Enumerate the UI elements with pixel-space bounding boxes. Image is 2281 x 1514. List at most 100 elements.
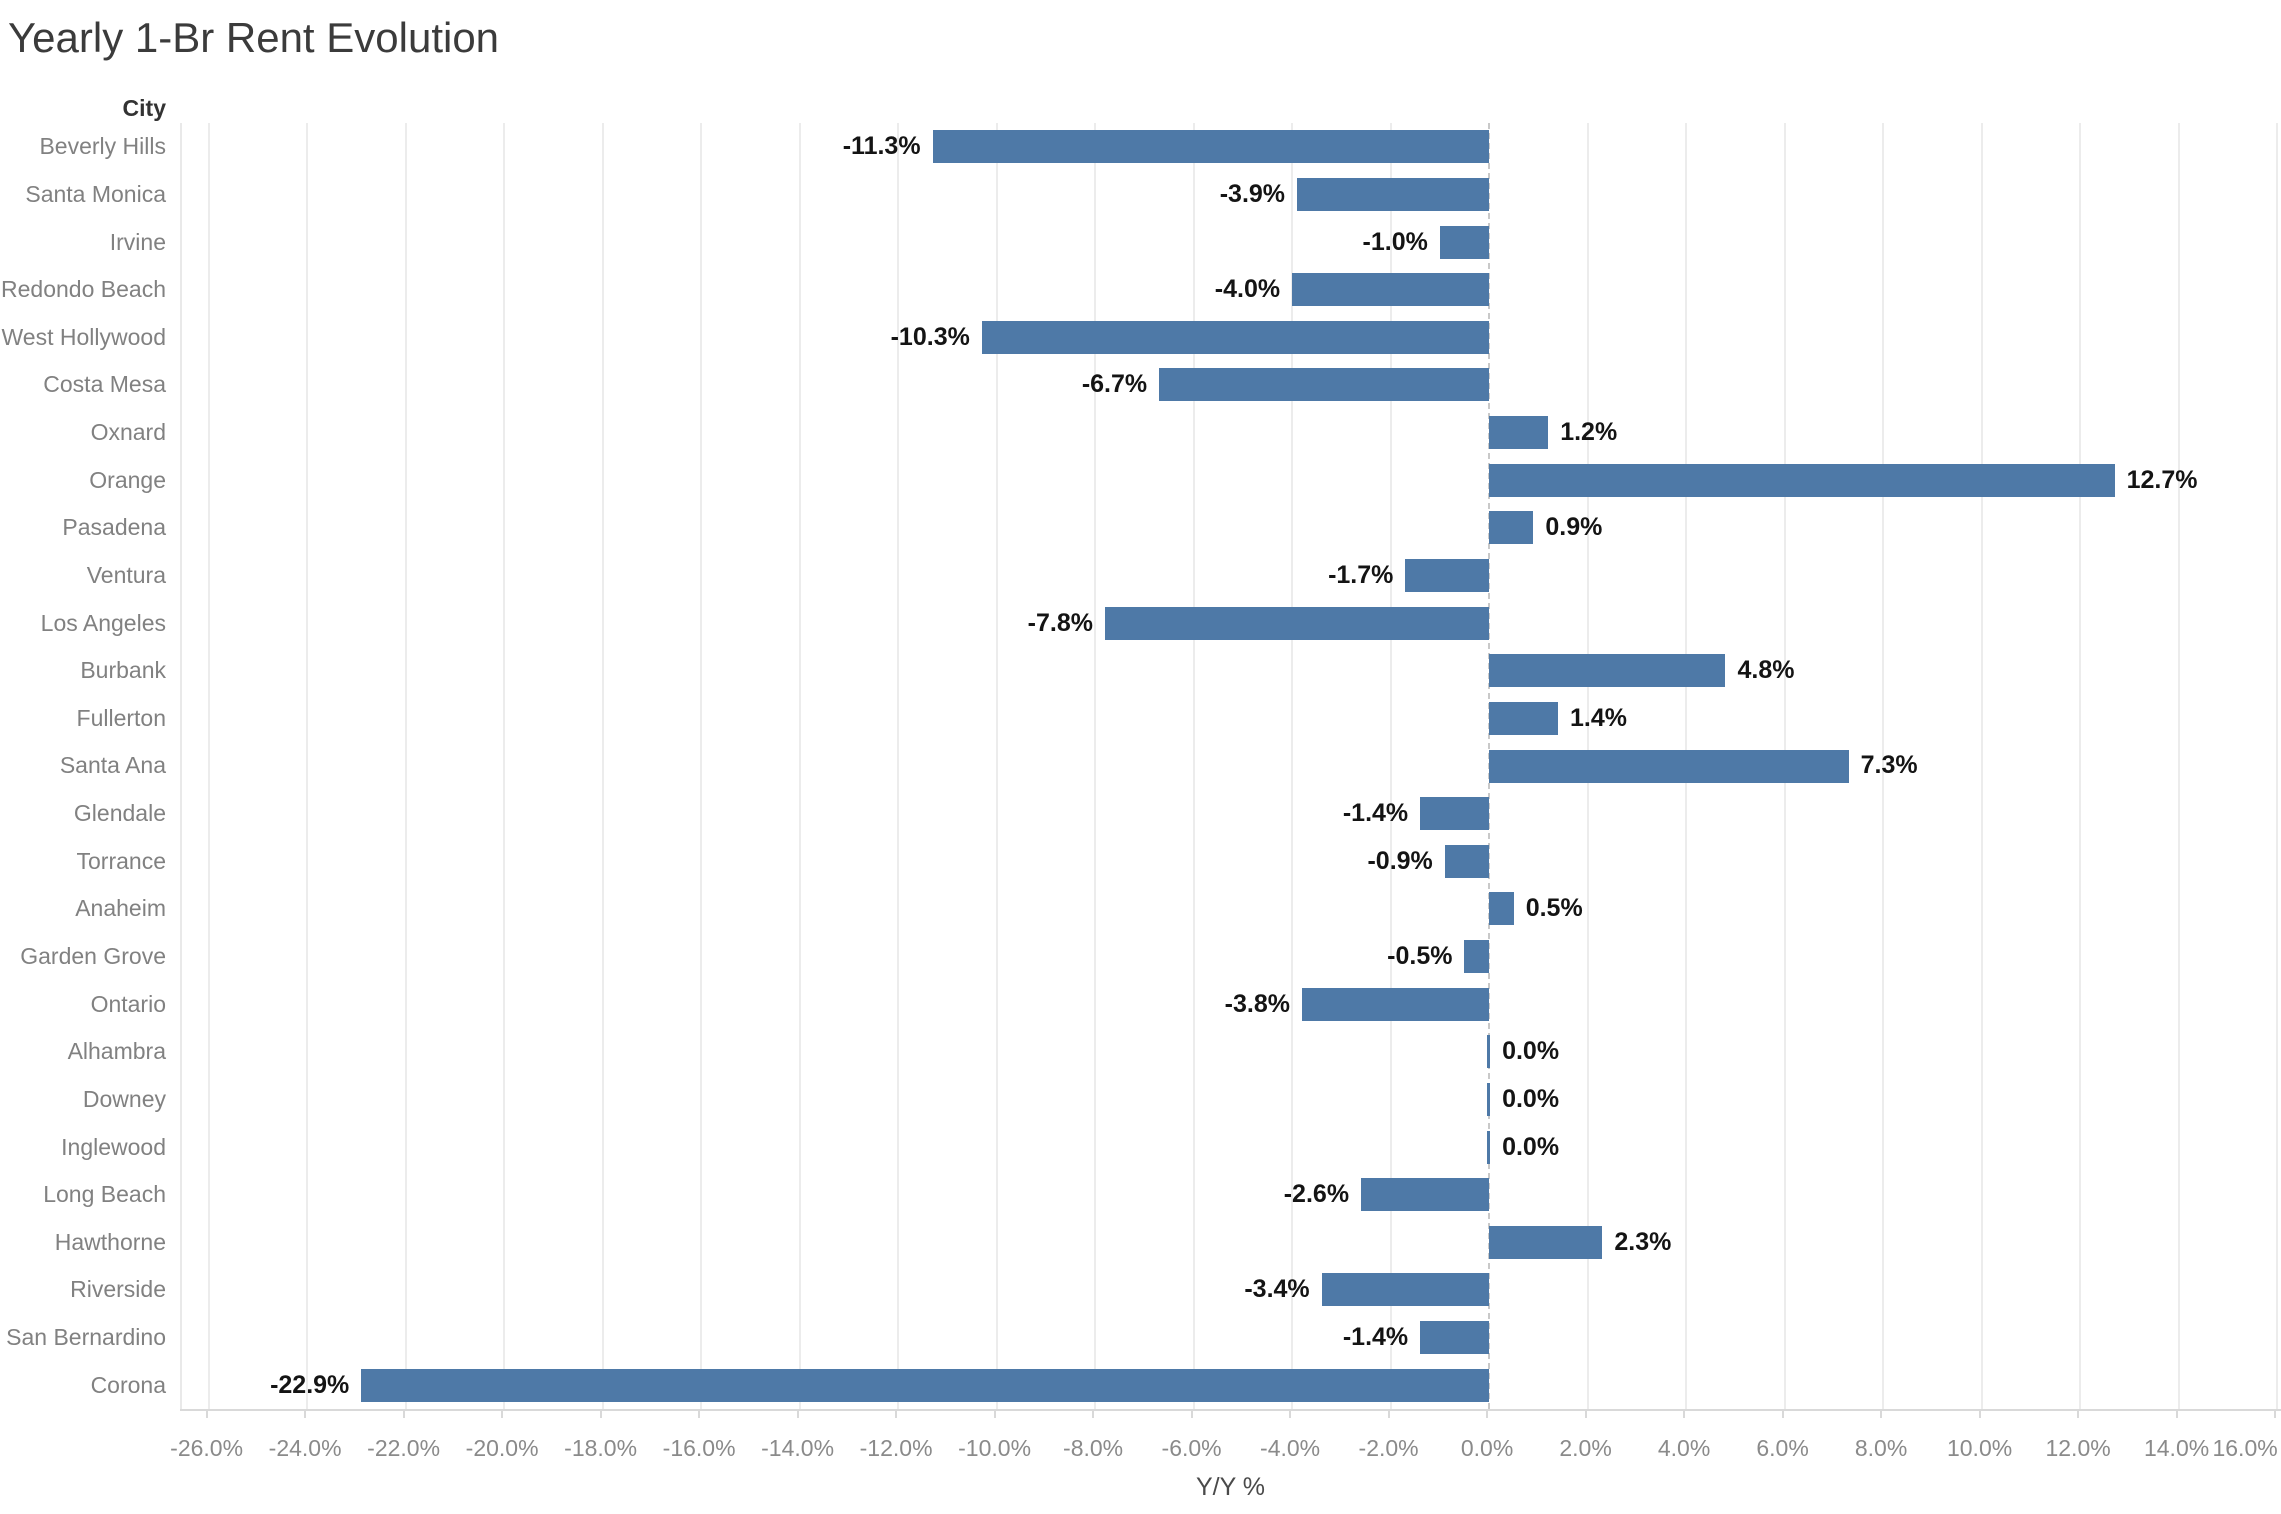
gridline: [700, 123, 703, 1409]
bar-los-angeles[interactable]: [1104, 606, 1490, 640]
city-label: Hawthorne: [54, 1228, 166, 1255]
value-label: -3.9%: [1219, 179, 1286, 208]
gridline: [1882, 123, 1885, 1409]
bar-anaheim[interactable]: [1489, 892, 1514, 926]
value-label: -11.3%: [842, 132, 921, 161]
bar-corona[interactable]: [361, 1368, 1490, 1402]
city-label: Inglewood: [61, 1133, 166, 1160]
city-label: San Bernardino: [6, 1324, 166, 1351]
axis-tick: [2274, 1409, 2277, 1418]
x-tick-label: -2.0%: [1358, 1434, 1419, 1461]
bar-garden-grove[interactable]: [1464, 940, 1490, 974]
axis-tick: [895, 1409, 898, 1418]
city-label: Long Beach: [43, 1181, 166, 1208]
bar-torrance[interactable]: [1444, 844, 1490, 878]
axis-tick: [993, 1409, 996, 1418]
value-label: -10.3%: [890, 322, 970, 351]
axis-tick: [2077, 1409, 2080, 1418]
x-tick-label: 6.0%: [1756, 1434, 1809, 1461]
gridline: [1291, 123, 1294, 1409]
value-label: -1.7%: [1328, 560, 1394, 589]
city-label: Glendale: [73, 800, 166, 827]
bar-pasadena[interactable]: [1489, 511, 1534, 545]
value-label: 1.2%: [1560, 418, 1618, 447]
bar-riverside[interactable]: [1321, 1273, 1490, 1307]
value-label: -2.6%: [1283, 1180, 1350, 1209]
value-label: 0.0%: [1502, 1037, 1560, 1066]
axis-tick: [205, 1409, 208, 1418]
axis-tick: [1289, 1409, 1292, 1418]
city-label: Costa Mesa: [43, 371, 166, 398]
x-tick-label: -14.0%: [761, 1434, 835, 1461]
value-label: 0.9%: [1545, 513, 1603, 542]
x-tick-labels: -26.0% -24.0% -22.0% -20.0% -18.0% -16.0% -14.…: [170, 1430, 2281, 1466]
axis-tick: [501, 1409, 504, 1418]
bar-ventura[interactable]: [1405, 558, 1490, 592]
city-label: Fullerton: [76, 704, 166, 731]
city-label: Pasadena: [62, 514, 166, 541]
city-label: Alhambra: [67, 1038, 166, 1065]
axis-tick: [599, 1409, 602, 1418]
gridline: [2177, 123, 2180, 1409]
x-tick-label: -8.0%: [1063, 1434, 1124, 1461]
bar-fullerton[interactable]: [1489, 701, 1559, 735]
value-label: -3.8%: [1224, 989, 1290, 1018]
city-label: Ontario: [90, 990, 166, 1017]
city-labels: Beverly Hills Santa Monica Irvine Redondo B…: [0, 123, 166, 1409]
gridline: [1094, 123, 1097, 1409]
value-label: -1.4%: [1342, 799, 1409, 828]
axis-tick: [1486, 1409, 1489, 1418]
axis-tick: [1190, 1409, 1193, 1418]
x-tick-label: 16.0%: [2212, 1434, 2278, 1461]
bar-santa-ana[interactable]: [1489, 749, 1849, 783]
bar-orange[interactable]: [1489, 463, 2115, 497]
bar-alhambra[interactable]: [1487, 1035, 1491, 1069]
city-label: Downey: [82, 1085, 166, 1112]
x-tick-label: 10.0%: [1946, 1434, 2013, 1461]
bar-oxnard[interactable]: [1489, 416, 1549, 450]
axis-tick: [796, 1409, 799, 1418]
city-label: Orange: [89, 466, 166, 493]
city-label: Irvine: [109, 228, 166, 255]
gridline: [2276, 123, 2279, 1409]
gridline: [503, 123, 506, 1409]
value-label: -7.8%: [1027, 608, 1093, 637]
gridline: [798, 123, 801, 1409]
bar-santa-monica[interactable]: [1297, 177, 1490, 211]
bar-san-bernardino[interactable]: [1420, 1321, 1490, 1355]
x-tick-label: -22.0%: [367, 1434, 441, 1461]
bar-long-beach[interactable]: [1361, 1178, 1490, 1212]
axis-tick: [1387, 1409, 1390, 1418]
city-label: Anaheim: [75, 895, 166, 922]
x-tick-label: -18.0%: [564, 1434, 638, 1461]
bar-beverly-hills[interactable]: [932, 130, 1490, 164]
axis-tick: [1781, 1409, 1784, 1418]
chart-title: Yearly 1-Br Rent Evolution: [8, 14, 500, 61]
axis-tick: [1978, 1409, 1981, 1418]
city-label: Corona: [90, 1371, 166, 1398]
value-label: -4.0%: [1214, 275, 1281, 304]
value-label: -3.4%: [1244, 1275, 1310, 1304]
bar-irvine[interactable]: [1439, 225, 1490, 259]
axis-tick: [402, 1409, 405, 1418]
bar-west-hollywood[interactable]: [981, 320, 1490, 354]
bar-glendale[interactable]: [1420, 797, 1490, 831]
bar-hawthorne[interactable]: [1489, 1225, 1603, 1259]
bar-redondo-beach[interactable]: [1292, 273, 1490, 307]
x-tick-label: 4.0%: [1657, 1434, 1711, 1461]
bar-costa-mesa[interactable]: [1159, 368, 1490, 402]
bar-downey[interactable]: [1487, 1082, 1491, 1116]
gridline: [1980, 123, 1983, 1409]
gridline: [2079, 123, 2082, 1409]
x-tick-label: -12.0%: [859, 1434, 933, 1461]
x-tick-label: 8.0%: [1854, 1434, 1908, 1461]
bar-ontario[interactable]: [1301, 987, 1490, 1021]
bar-burbank[interactable]: [1489, 654, 1726, 688]
x-axis-title: Y/Y %: [1195, 1472, 1266, 1501]
city-label: Santa Ana: [59, 752, 166, 779]
city-label: Santa Monica: [25, 180, 166, 207]
bar-inglewood[interactable]: [1487, 1130, 1491, 1164]
x-tick-label: -4.0%: [1260, 1434, 1321, 1461]
city-label: Oxnard: [90, 419, 166, 446]
